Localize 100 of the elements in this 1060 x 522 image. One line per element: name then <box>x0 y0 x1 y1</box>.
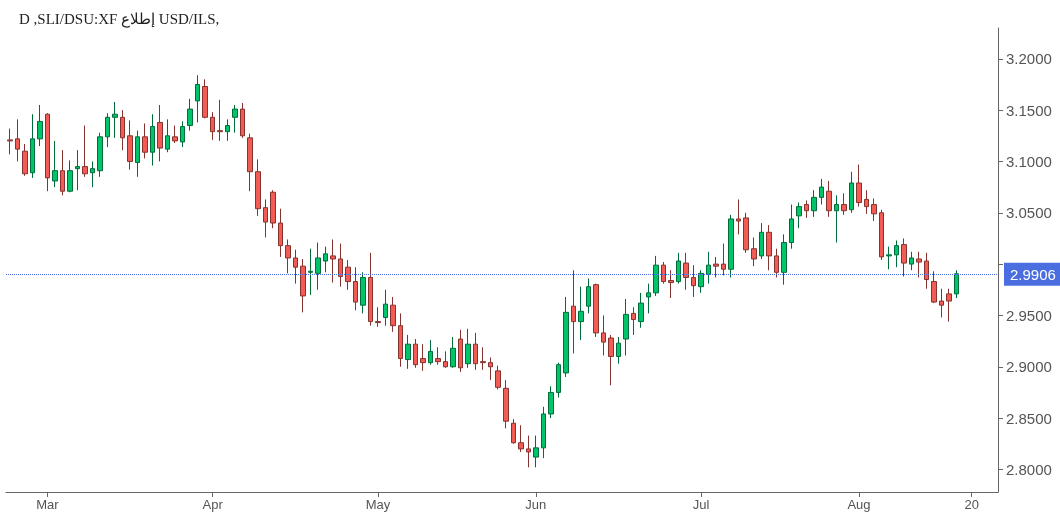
candlestick <box>142 122 148 159</box>
candlestick <box>368 252 373 327</box>
candlestick <box>338 243 343 288</box>
candlestick <box>563 296 569 378</box>
candlestick <box>871 197 877 222</box>
candlestick <box>127 119 133 171</box>
x-tick-label: Aug <box>847 497 871 512</box>
candlestick <box>548 385 554 419</box>
y-tick-label: 2.8000 <box>1006 460 1052 478</box>
candlestick <box>698 269 704 294</box>
candlestick <box>202 78 208 119</box>
ref-line-label: 2.9906 <box>1010 265 1056 283</box>
candlestick <box>736 198 741 235</box>
candlestick <box>278 208 283 258</box>
candlestick <box>668 269 674 299</box>
candlestick <box>909 251 914 271</box>
candlestick <box>826 180 832 218</box>
candlestick <box>879 209 884 261</box>
candlestick <box>728 214 734 278</box>
candlestick <box>263 198 268 238</box>
candlestick <box>420 343 426 372</box>
chart-title: D ,SLI/DSU:XF إطلاع USD/ILS, <box>19 10 220 28</box>
candlestick <box>157 104 163 162</box>
candlestick <box>240 102 245 139</box>
candlestick <box>789 204 794 250</box>
candlestick <box>135 130 140 178</box>
candlestick <box>480 346 486 371</box>
candlestick <box>578 286 584 341</box>
candlestick <box>526 435 531 468</box>
x-tick-label: May <box>365 497 391 512</box>
candlestick <box>774 248 779 278</box>
candlestick <box>849 171 854 214</box>
candlestick <box>330 238 336 284</box>
y-tick-label: 2.9500 <box>1006 306 1052 324</box>
candlestick <box>7 128 13 155</box>
candlestick <box>601 314 606 356</box>
candlestick <box>533 435 539 468</box>
x-tick-label: 20 <box>964 497 979 512</box>
y-tick-label: 2.8500 <box>1006 409 1052 427</box>
candlestick <box>225 118 230 142</box>
candlestick <box>781 233 787 286</box>
candlestick <box>300 258 306 313</box>
candlestick <box>255 158 261 217</box>
candlestick <box>571 269 576 354</box>
y-tick-label: 3.0500 <box>1006 204 1052 222</box>
x-tick-label: Apr <box>202 497 224 512</box>
candlestick <box>495 365 501 390</box>
candlestick <box>150 113 155 167</box>
candlestick <box>886 246 892 270</box>
candlestick <box>916 251 922 278</box>
candlestick <box>360 271 366 314</box>
candlestick <box>593 283 599 338</box>
candlestick <box>82 125 88 178</box>
candlestick <box>465 328 471 369</box>
candlestick <box>721 243 726 276</box>
candlestick <box>120 109 125 151</box>
candlestick <box>428 339 433 366</box>
candlestick <box>541 406 546 459</box>
candlestick <box>894 240 899 268</box>
candlestick <box>180 120 185 148</box>
candlestick <box>586 277 591 314</box>
candlestick <box>473 332 478 371</box>
candlestick <box>458 329 463 373</box>
candlestick <box>623 298 629 356</box>
candlestick <box>759 222 764 260</box>
candlestick <box>413 338 418 369</box>
candlestick <box>195 74 200 123</box>
candlestick <box>683 252 689 291</box>
candlestick <box>435 346 441 366</box>
candlestick <box>210 111 215 141</box>
candlestick <box>954 269 959 299</box>
candlestick <box>796 202 802 229</box>
candlestick <box>15 118 20 162</box>
candlestick <box>616 336 621 365</box>
candlestick <box>751 236 757 267</box>
candlestick <box>22 143 28 177</box>
candlestick <box>323 246 328 273</box>
candlestick <box>864 189 869 215</box>
candlestick <box>247 133 253 192</box>
candlestick <box>901 237 907 277</box>
candlestick <box>646 283 651 314</box>
y-tick-label: 3.1000 <box>1006 152 1052 170</box>
candlestick <box>443 350 448 369</box>
candlestick <box>713 256 719 278</box>
candlestick <box>450 336 456 369</box>
candlestick <box>834 194 839 244</box>
x-tick-label: Mar <box>36 497 60 512</box>
candlestick <box>653 255 659 297</box>
candlestick <box>766 224 772 271</box>
candlestick <box>52 140 58 188</box>
y-tick-label: 3.1500 <box>1006 101 1052 119</box>
candlestick <box>638 292 644 329</box>
candlestick <box>931 270 937 304</box>
candlestick <box>187 98 193 132</box>
candlestick <box>232 104 238 134</box>
candlestick <box>631 306 636 336</box>
candlestick <box>285 238 291 274</box>
y-tick-label: 2.9000 <box>1006 358 1052 376</box>
candlestick <box>75 149 80 191</box>
candlestick <box>375 306 381 328</box>
